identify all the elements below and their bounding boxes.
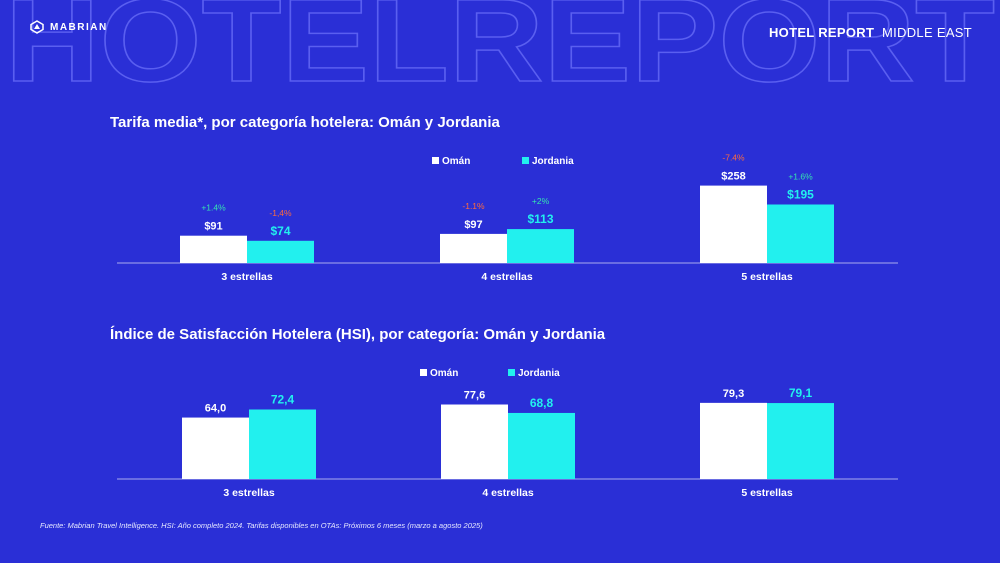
change-label: -1.1% bbox=[462, 201, 485, 211]
data-label: 79,1 bbox=[789, 386, 813, 400]
x-tick-label: 5 estrellas bbox=[741, 487, 793, 499]
background-word: HOTELREPORT bbox=[5, 0, 995, 96]
bar bbox=[507, 229, 574, 263]
chart-tarifa-media: Omán Jordania $91 +1.4% $74 -1,4% 3 estrellas $… bbox=[117, 153, 898, 283]
x-tick-label: 4 estrellas bbox=[482, 487, 534, 499]
report-title: HOTEL REPORT bbox=[768, 25, 875, 40]
x-tick-label: 3 estrellas bbox=[221, 271, 273, 283]
chart2-title: Índice de Satisfacción Hotelera (HSI), p… bbox=[110, 326, 606, 343]
data-label: $97 bbox=[464, 219, 482, 231]
data-label: 64,0 bbox=[205, 403, 226, 415]
data-label: $91 bbox=[204, 221, 222, 233]
bar bbox=[247, 240, 314, 263]
background-title: HOTELREPORT bbox=[4, 0, 996, 96]
brand-logo: MABRIAN bbox=[30, 20, 108, 34]
data-label: $74 bbox=[270, 224, 290, 238]
bar bbox=[767, 403, 834, 479]
bar bbox=[700, 402, 767, 479]
legend-swatch bbox=[522, 157, 529, 164]
change-label: +1.4% bbox=[201, 203, 226, 213]
logo-text: MABRIAN bbox=[50, 21, 108, 33]
change-label: +1.6% bbox=[788, 172, 813, 182]
data-label: 72,4 bbox=[271, 392, 295, 406]
data-label: $113 bbox=[527, 212, 553, 226]
report-header: HOTEL REPORT MIDDLE EAST bbox=[769, 25, 972, 40]
x-tick-label: 4 estrellas bbox=[481, 271, 533, 283]
legend-swatch bbox=[508, 369, 515, 376]
legend-label: Omán bbox=[442, 156, 470, 167]
bar bbox=[249, 409, 316, 479]
data-label: $195 bbox=[787, 188, 814, 202]
change-label: +2% bbox=[532, 196, 550, 206]
bar bbox=[700, 185, 767, 263]
legend-label: Jordania bbox=[518, 368, 560, 379]
x-tick-label: 3 estrellas bbox=[223, 487, 275, 499]
source-note: Fuente: Mabrian Travel Intelligence. HSI… bbox=[40, 521, 483, 530]
legend-swatch bbox=[432, 157, 439, 164]
legend-label: Omán bbox=[430, 368, 458, 379]
chart1-title: Tarifa media*, por categoría hotelera: O… bbox=[110, 114, 500, 131]
bar bbox=[182, 417, 249, 479]
bar bbox=[441, 404, 508, 479]
x-tick-label: 5 estrellas bbox=[741, 271, 793, 283]
bar bbox=[180, 235, 247, 263]
chart-hsi: Omán Jordania 64,0 72,4 3 estrellas 77,6 68,8 4… bbox=[117, 368, 898, 499]
data-label: 77,6 bbox=[464, 390, 485, 402]
report-region: MIDDLE EAST bbox=[882, 25, 972, 40]
change-label: -7.4% bbox=[722, 153, 745, 163]
mabrian-logo-icon bbox=[30, 20, 44, 34]
bar bbox=[767, 204, 834, 263]
bar bbox=[440, 233, 507, 263]
data-label: 68,8 bbox=[530, 396, 554, 410]
legend-label: Jordania bbox=[532, 156, 574, 167]
change-label: -1,4% bbox=[269, 208, 292, 218]
data-label: 79,3 bbox=[723, 388, 744, 400]
data-label: $258 bbox=[721, 171, 745, 183]
bar bbox=[508, 412, 575, 479]
legend-swatch bbox=[420, 369, 427, 376]
